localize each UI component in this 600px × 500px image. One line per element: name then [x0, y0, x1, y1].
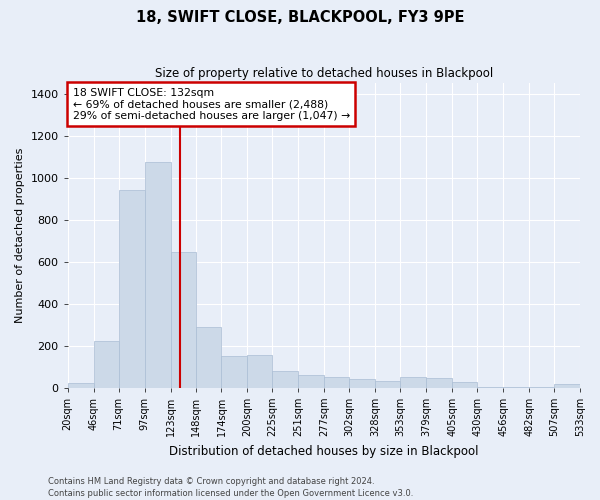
Text: 18 SWIFT CLOSE: 132sqm
← 69% of detached houses are smaller (2,488)
29% of semi-: 18 SWIFT CLOSE: 132sqm ← 69% of detached…	[73, 88, 350, 121]
Bar	[298, 375, 325, 388]
Bar	[119, 190, 145, 388]
Bar	[452, 382, 477, 388]
Bar	[477, 386, 503, 388]
Bar	[68, 383, 94, 388]
X-axis label: Distribution of detached houses by size in Blackpool: Distribution of detached houses by size …	[169, 444, 479, 458]
Bar	[325, 377, 349, 388]
Y-axis label: Number of detached properties: Number of detached properties	[15, 148, 25, 323]
Bar	[375, 382, 400, 388]
Bar	[247, 355, 272, 388]
Title: Size of property relative to detached houses in Blackpool: Size of property relative to detached ho…	[155, 68, 493, 80]
Bar	[503, 387, 529, 388]
Text: Contains HM Land Registry data © Crown copyright and database right 2024.
Contai: Contains HM Land Registry data © Crown c…	[48, 476, 413, 498]
Bar	[554, 384, 580, 388]
Bar	[196, 326, 221, 388]
Bar	[170, 252, 196, 388]
Bar	[145, 162, 170, 388]
Bar	[221, 356, 247, 388]
Bar	[400, 377, 426, 388]
Text: 18, SWIFT CLOSE, BLACKPOOL, FY3 9PE: 18, SWIFT CLOSE, BLACKPOOL, FY3 9PE	[136, 10, 464, 25]
Bar	[272, 371, 298, 388]
Bar	[94, 342, 119, 388]
Bar	[349, 379, 375, 388]
Bar	[426, 378, 452, 388]
